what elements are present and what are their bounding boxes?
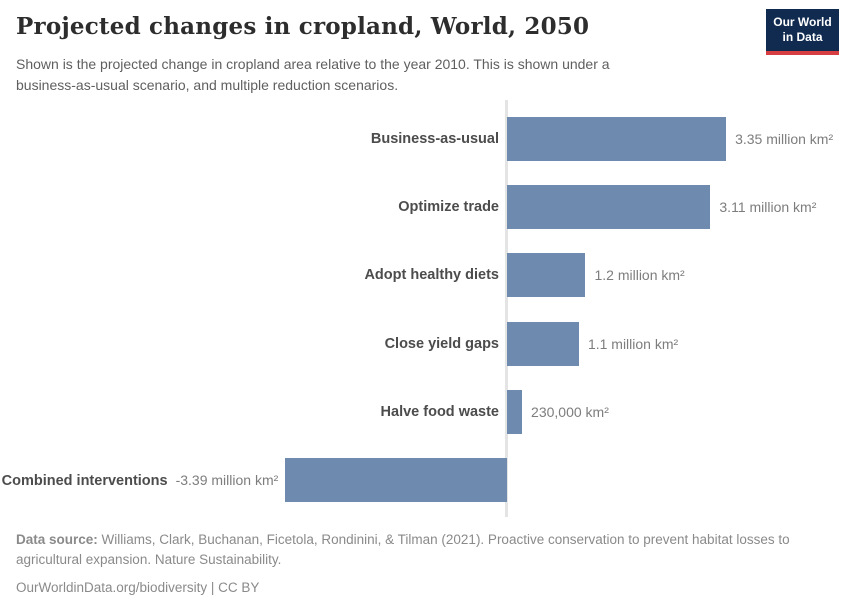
chart-subtitle: Shown is the projected change in croplan…	[16, 56, 610, 93]
value-label: -3.39 million km²	[175, 472, 279, 488]
chart-footer: Data source: Williams, Clark, Buchanan, …	[16, 530, 816, 598]
category-and-value-label: Combined interventions -3.39 million km²	[2, 458, 279, 502]
page-title: Projected changes in cropland, World, 20…	[16, 13, 590, 40]
bar-optimize-trade[interactable]	[507, 185, 711, 230]
data-source-text: Williams, Clark, Buchanan, Ficetola, Ron…	[16, 532, 790, 568]
owid-logo[interactable]: Our World in Data	[766, 9, 839, 55]
bar-chart: Business-as-usual 3.35 million km² Optimiz…	[0, 100, 850, 517]
owid-logo-line2: in Data	[782, 30, 823, 44]
value-label: 3.11 million km²	[719, 199, 817, 216]
category-label: Optimize trade	[398, 199, 499, 216]
bar-close-yield-gaps[interactable]	[507, 321, 579, 366]
value-label: 1.2 million km²	[594, 267, 685, 284]
data-source-label: Data source:	[16, 532, 98, 547]
category-label: Close yield gaps	[384, 335, 499, 352]
value-label: 3.35 million km²	[735, 131, 834, 147]
category-label: Halve food waste	[380, 403, 499, 420]
category-label: Combined interventions	[1, 473, 168, 489]
bar-business-as-usual[interactable]	[507, 117, 727, 161]
bar-combined-interventions[interactable]	[285, 458, 507, 502]
zero-axis-line	[505, 100, 508, 517]
owid-logo-line1: Our World	[773, 15, 832, 29]
category-label: Business-as-usual	[370, 131, 499, 147]
value-label: 230,000 km²	[531, 403, 609, 420]
value-label: 1.1 million km²	[587, 335, 679, 352]
data-source-note: Data source: Williams, Clark, Buchanan, …	[16, 530, 816, 571]
bar-halve-food-waste[interactable]	[507, 389, 523, 434]
category-label: Adopt healthy diets	[364, 267, 499, 284]
bar-adopt-healthy-diets[interactable]	[507, 253, 586, 298]
attribution-line[interactable]: OurWorldinData.org/biodiversity | CC BY	[16, 579, 260, 595]
